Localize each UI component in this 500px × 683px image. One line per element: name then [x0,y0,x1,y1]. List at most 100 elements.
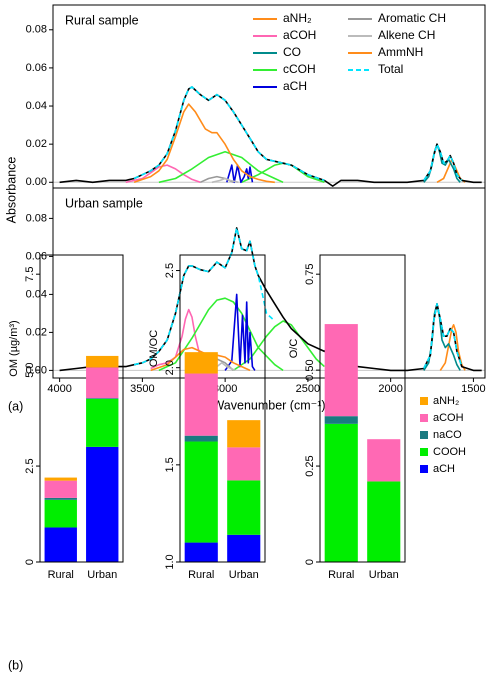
x-tick-label: Urban [229,569,259,581]
bar-segment [86,398,119,447]
panel-label: (b) [8,658,23,672]
bar-segment [44,527,77,562]
bar-segment [227,480,261,535]
spectrum-line [226,164,254,184]
bar-segment [86,355,119,368]
panel-label: (a) [8,399,23,413]
legend-label: aCOH [283,28,316,42]
y-tick-label: 0.08 [26,212,47,224]
x-tick-label: 2000 [378,383,402,395]
bar-segment [184,542,218,562]
y-axis-label: O/C [288,339,300,359]
legend-swatch [420,448,428,456]
bar-segment [324,423,358,562]
y-tick-label: 1.5 [164,457,176,472]
y-tick-label: 0.75 [304,263,316,284]
y-tick-label: 2.0 [164,360,176,375]
panel-title: Rural sample [65,13,139,27]
y-tick-label: 0.02 [26,138,47,150]
x-tick-label: 3500 [130,383,154,395]
spectrum-line [125,164,201,184]
spectrum-line [211,177,239,184]
legend-label: Total [378,62,403,76]
spectrum-line [158,297,325,372]
y-axis-label: OM (µg/m³) [8,320,20,376]
x-tick-label: 1500 [461,383,485,395]
spectrum-line [224,293,256,371]
bar-segment [227,534,261,562]
y-axis-label: Absorbance [4,157,18,224]
legend-label: AmmNH [378,45,423,59]
legend-label: cCOH [283,62,316,76]
y-tick-label: 0.04 [26,100,47,112]
x-tick-label: Urban [87,569,117,581]
bar-segment [86,446,119,562]
bar-segment [184,441,218,543]
legend-label: CO [283,45,301,59]
bar-segment [184,373,218,436]
bar-segment [86,398,119,399]
legend-label: COOH [433,446,466,458]
plot-frame [319,254,406,563]
legend-swatch [420,465,428,473]
spectrum-line [59,227,482,372]
y-tick-label: 0.00 [26,176,47,188]
spectrum-line [133,227,463,369]
bar-segment [44,499,77,528]
y-tick-label: 0.06 [26,62,47,74]
bar-segment [367,481,401,562]
bar-segment [367,439,401,482]
legend-label: aCH [283,79,307,93]
panel-title: Urban sample [65,196,143,210]
y-tick-label: 2.5 [24,458,36,473]
spectrum-line [158,151,325,184]
bar-segment [184,435,218,442]
x-tick-label: Urban [369,569,399,581]
spectrum-line [133,86,463,182]
x-tick-label: Rural [328,569,354,581]
y-tick-label: 0.06 [26,250,47,262]
legend-label: Aromatic CH [378,11,446,25]
bar-segment [86,367,119,399]
y-tick-label: 0.50 [304,359,316,380]
x-tick-label: 2500 [296,383,320,395]
y-tick-label: 0 [24,559,36,565]
legend-label: Alkene CH [378,28,435,42]
spectrum-line [133,103,275,184]
legend-label: aCH [433,463,455,475]
y-tick-label: 1.0 [164,554,176,569]
legend-label: naCO [433,429,462,441]
legend-swatch [420,397,428,405]
y-axis-label: OM/OC [148,330,160,367]
y-tick-label: 5.0 [24,362,36,377]
x-tick-label: 4000 [47,383,71,395]
y-tick-label: 0 [304,559,316,565]
bar-segment [324,416,358,424]
legend-label: aNH₂ [433,395,459,407]
legend-swatch [420,414,428,422]
bar-segment [44,497,77,500]
bar-segment [227,447,261,481]
x-tick-label: 3000 [213,383,237,395]
plot-frame [39,254,124,563]
y-tick-label: 0.08 [26,24,47,36]
x-axis-label: Wavenumber (cm⁻¹) [212,398,325,412]
legend-label: aNH₂ [283,11,312,25]
plot-frame [179,254,266,563]
y-tick-label: 2.5 [164,263,176,278]
y-tick-label: 0.25 [304,455,316,476]
spectrum-line [439,324,466,371]
x-tick-label: Rural [48,569,74,581]
x-tick-label: Rural [188,569,214,581]
y-tick-label: 0.04 [26,288,47,300]
bar-segment [227,420,261,448]
bar-segment [44,480,77,498]
legend-label: aCOH [433,412,464,424]
y-tick-label: 7.5 [24,267,36,282]
bar-segment [44,477,77,481]
plot-frame [52,187,486,379]
bar-segment [184,352,218,374]
bar-segment [324,324,358,417]
spectrum-line [59,86,482,187]
